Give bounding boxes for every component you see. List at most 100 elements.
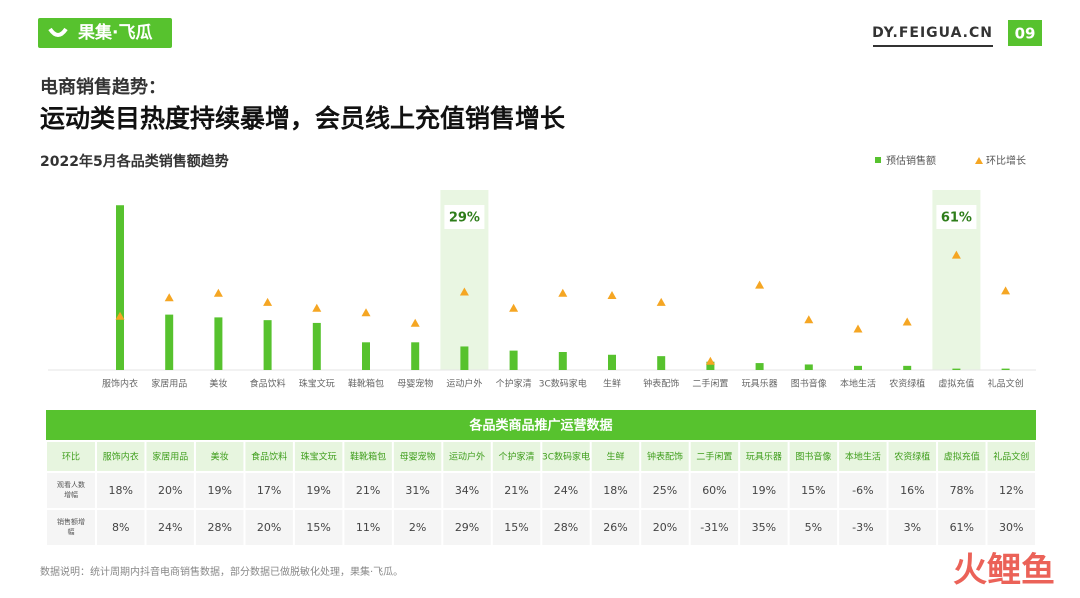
growth-marker bbox=[361, 308, 371, 317]
value-label-box bbox=[936, 205, 977, 229]
cell bbox=[344, 473, 392, 508]
cell-text: 18% bbox=[109, 484, 133, 497]
growth-marker bbox=[1001, 286, 1011, 295]
cell-text: -3% bbox=[852, 521, 873, 534]
cell bbox=[195, 473, 244, 508]
cell bbox=[839, 510, 887, 545]
value-label: 29% bbox=[449, 211, 480, 226]
cell-text: 19% bbox=[752, 484, 776, 497]
cell-text: 25% bbox=[653, 484, 677, 497]
header-text: 美妆 bbox=[211, 451, 229, 463]
bar bbox=[509, 350, 518, 370]
legend-label: 环比增长 bbox=[986, 154, 1026, 167]
x-tick-label: 虚拟充值 bbox=[938, 378, 974, 390]
footnote: 数据说明：统计周期内抖音电商销售数据，部分数据已做脱敏化处理，果集·飞瓜。 bbox=[40, 565, 403, 578]
cell bbox=[146, 473, 194, 508]
row-label-line: 幅 bbox=[68, 527, 75, 536]
value-label-box bbox=[444, 205, 485, 229]
cell bbox=[245, 473, 293, 508]
x-tick-label: 食品饮料 bbox=[250, 378, 286, 390]
cell-text: 5% bbox=[805, 521, 822, 534]
cell-text: 2% bbox=[409, 521, 426, 534]
header-text: 本地生活 bbox=[845, 451, 881, 463]
header-text: 农资绿植 bbox=[894, 451, 930, 463]
bar bbox=[165, 314, 174, 370]
value-label: 61% bbox=[941, 211, 972, 226]
growth-marker bbox=[951, 250, 961, 259]
site-underline bbox=[873, 45, 993, 47]
x-tick-label: 3C数码家电 bbox=[539, 378, 587, 390]
x-tick-label: 农资绿植 bbox=[889, 378, 925, 390]
growth-marker bbox=[213, 288, 223, 297]
growth-marker bbox=[410, 318, 420, 327]
x-tick-label: 二手闲置 bbox=[692, 378, 728, 390]
cell-text: 34% bbox=[455, 484, 479, 497]
header-text: 虚拟充值 bbox=[944, 451, 980, 463]
header-text: 二手闲置 bbox=[696, 451, 732, 463]
header-text: 鞋靴箱包 bbox=[350, 451, 386, 463]
legend-swatch bbox=[975, 157, 983, 164]
x-tick-label: 母婴宠物 bbox=[397, 378, 433, 390]
cell bbox=[938, 473, 986, 508]
cell-text: 60% bbox=[702, 484, 726, 497]
cell-text: 28% bbox=[207, 521, 231, 534]
cell bbox=[47, 473, 95, 508]
row-label: 销售额增幅 bbox=[57, 517, 85, 536]
cell bbox=[443, 510, 491, 545]
site: DY.FEIGUA.CN bbox=[872, 25, 993, 41]
x-tick-label: 生鲜 bbox=[603, 378, 621, 390]
header-text: 环比 bbox=[62, 451, 80, 463]
row-label-line: 增幅 bbox=[64, 490, 78, 499]
header-text: 珠宝文玩 bbox=[301, 451, 337, 463]
bar bbox=[854, 365, 862, 370]
growth-marker bbox=[509, 303, 519, 312]
cell bbox=[443, 473, 491, 508]
header-cell bbox=[47, 442, 95, 471]
header-cell bbox=[97, 442, 145, 471]
cell bbox=[641, 473, 689, 508]
cell bbox=[47, 510, 95, 545]
cell-text: 24% bbox=[158, 521, 182, 534]
cell bbox=[591, 473, 640, 508]
cell bbox=[789, 473, 838, 508]
bar bbox=[903, 365, 912, 370]
header-cell bbox=[740, 442, 788, 471]
bar bbox=[116, 205, 124, 370]
cell-text: 78% bbox=[950, 484, 974, 497]
header-text: 玩具乐器 bbox=[746, 451, 782, 463]
cell-text: 15% bbox=[801, 484, 825, 497]
bar bbox=[804, 364, 813, 370]
header-cell bbox=[393, 442, 442, 471]
growth-marker bbox=[263, 297, 273, 306]
cell bbox=[97, 473, 145, 508]
chart-title: 2022年5月各品类销售额趋势 bbox=[40, 153, 229, 170]
header-text: 食品饮料 bbox=[251, 451, 287, 463]
table-title: 各品类商品推广运营数据 bbox=[468, 418, 612, 434]
header-text: 图书音像 bbox=[795, 451, 831, 463]
cell bbox=[542, 473, 590, 508]
header-cell bbox=[492, 442, 541, 471]
header-cell bbox=[690, 442, 739, 471]
bar bbox=[657, 356, 666, 370]
growth-marker bbox=[558, 288, 568, 297]
cell-text: 21% bbox=[504, 484, 528, 497]
cell bbox=[146, 510, 194, 545]
header-cell bbox=[789, 442, 838, 471]
growth-marker bbox=[164, 293, 174, 302]
growth-marker bbox=[705, 356, 715, 365]
cell-text: 28% bbox=[554, 521, 578, 534]
cell-text: 19% bbox=[207, 484, 231, 497]
cell-text: -31% bbox=[700, 521, 728, 534]
bar bbox=[362, 342, 370, 370]
legend-swatch bbox=[875, 157, 881, 163]
growth-marker bbox=[607, 291, 617, 299]
growth-marker bbox=[312, 303, 322, 312]
cell-text: 35% bbox=[752, 521, 776, 534]
cell-text: 20% bbox=[158, 484, 182, 497]
cell-text: 30% bbox=[999, 521, 1023, 534]
cell bbox=[789, 510, 838, 545]
cell-text: 29% bbox=[455, 521, 479, 534]
bar bbox=[312, 322, 321, 370]
header-text: 钟表配饰 bbox=[647, 451, 683, 463]
